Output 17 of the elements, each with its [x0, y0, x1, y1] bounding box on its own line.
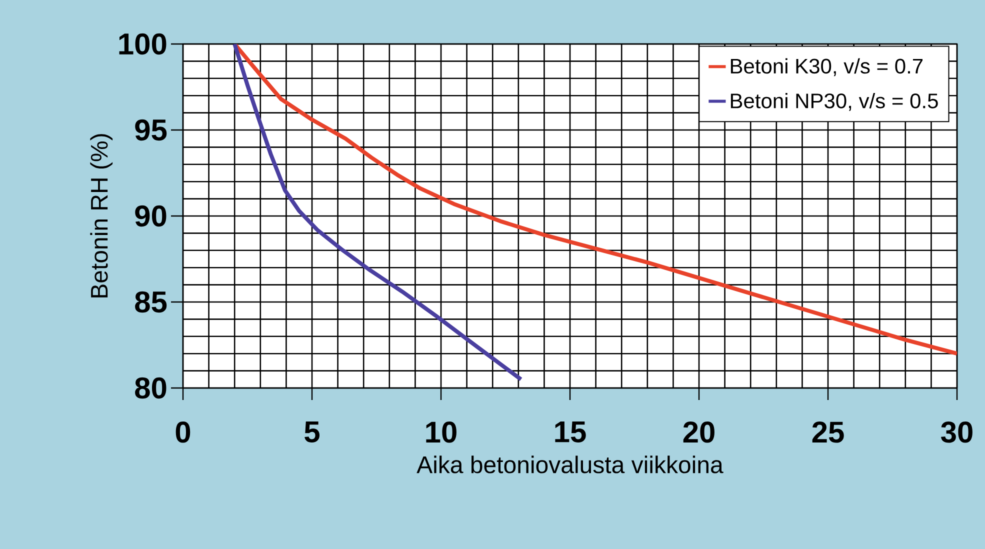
y-tick-label: 95	[135, 119, 167, 141]
x-tick-label: 10	[426, 422, 456, 443]
y-tick-label: 85	[135, 291, 167, 313]
y-axis-title: Betonin RH (%)	[90, 134, 113, 298]
y-tick-label: 100	[119, 33, 166, 55]
y-tick-label: 90	[135, 205, 166, 227]
x-tick-label: 5	[304, 422, 320, 442]
x-tick-label: 0	[176, 422, 190, 443]
x-tick-label: 20	[683, 422, 714, 443]
x-axis-title: Aika betoniovalusta viikkoina	[416, 456, 724, 474]
legend-label: Betoni NP30, v/s = 0.5	[730, 92, 938, 111]
x-tick-label: 15	[555, 422, 586, 442]
y-tick-label: 80	[135, 377, 166, 399]
legend-label: Betoni K30, v/s = 0.7	[730, 58, 923, 76]
line-series	[232, 44, 523, 382]
x-tick-label: 25	[812, 422, 844, 443]
x-tick-label: 30	[941, 422, 972, 443]
